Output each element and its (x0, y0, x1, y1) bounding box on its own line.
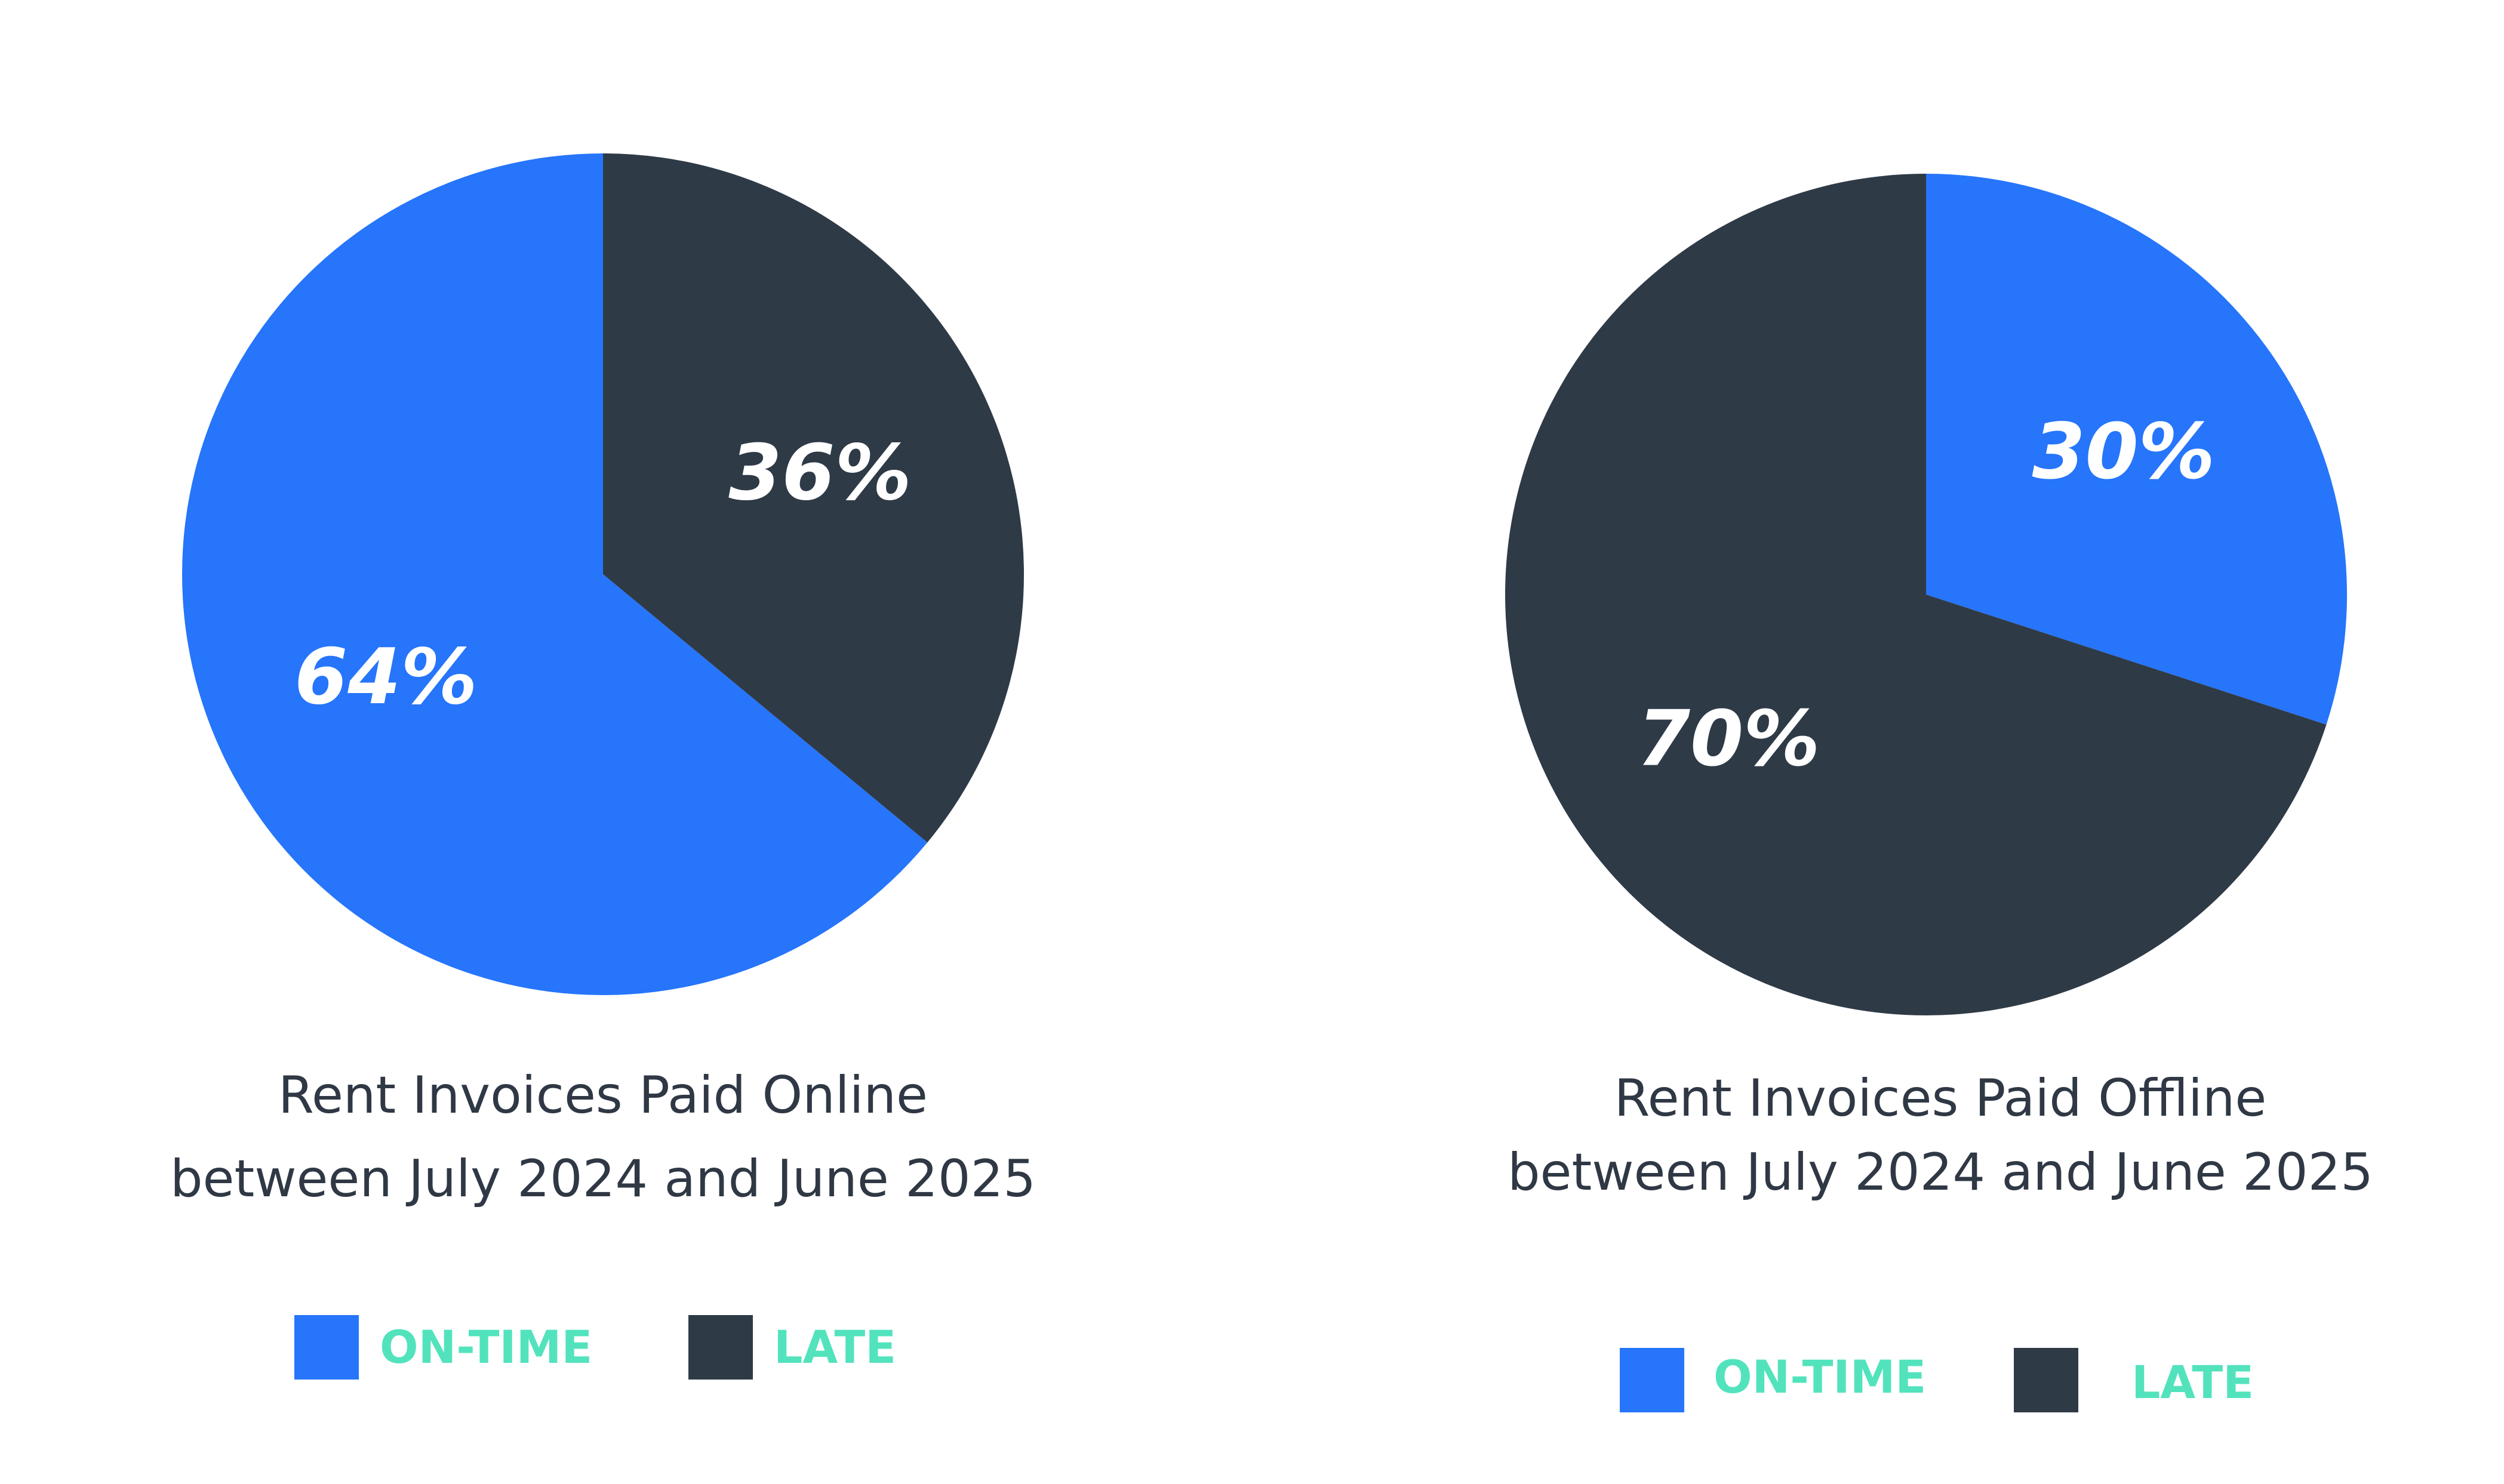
chart-2-slice-late-label: 70% (1637, 694, 1820, 783)
chart-2-slice-on-time (1926, 174, 2347, 725)
chart-1-title-line-2: between July 2024 and June 2025 (170, 1149, 1036, 1209)
legend-1-late-swatch (688, 1315, 753, 1380)
chart-1-slice-late (603, 153, 1024, 843)
chart-1-slice-on-time-label: 64% (294, 633, 477, 722)
chart-2-title: Rent Invoices Paid Offline between July … (1427, 1057, 2454, 1214)
chart-2-slice-on-time-label: 30% (2032, 408, 2215, 497)
chart-2-title-line-1: Rent Invoices Paid Offline (1614, 1069, 2267, 1128)
chart-1-slice-on-time (182, 153, 928, 995)
chart-1-title: Rent Invoices Paid Online between July 2… (96, 1054, 1111, 1221)
legend-2-on-time-swatch (1620, 1348, 1684, 1412)
legend-2-on-time-label: ON-TIME (1714, 1350, 1927, 1403)
legend-1-on-time-label: ON-TIME (380, 1320, 593, 1374)
chart-1-title-line-1: Rent Invoices Paid Online (278, 1066, 928, 1125)
chart-1-slice-late-label: 36% (728, 429, 911, 518)
legend-2-late-swatch (2014, 1348, 2078, 1412)
chart-2-slice-late (1505, 174, 2327, 1015)
legend-1-on-time-swatch (294, 1315, 359, 1380)
chart-2-title-line-2: between July 2024 and June 2025 (1507, 1143, 2374, 1202)
legend-1-late-label: LATE (774, 1320, 897, 1374)
legend-2-late-label: LATE (2131, 1356, 2254, 1409)
